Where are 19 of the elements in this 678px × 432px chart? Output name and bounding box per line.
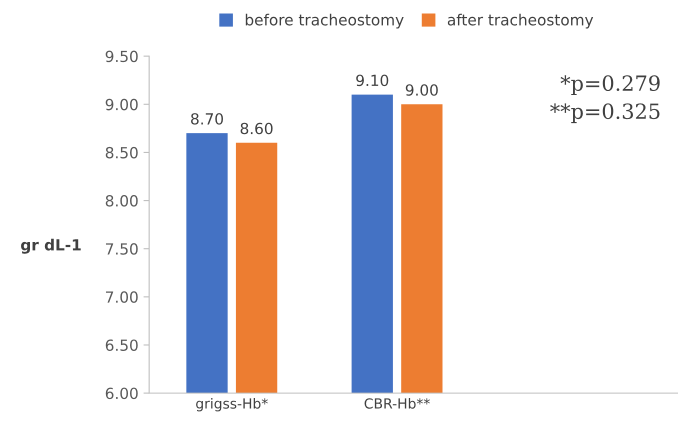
y-tick-label: 8.50: [106, 146, 138, 158]
data-label: 9.10: [356, 74, 388, 86]
legend-label: before tracheostomy: [246, 14, 404, 29]
y-tick-label: 6.00: [106, 388, 138, 400]
data-label: 8.70: [191, 113, 223, 125]
text: **p=0.325: [550, 103, 660, 124]
y-tick-label: 8.00: [106, 195, 138, 207]
text: *p=0.279: [560, 75, 660, 96]
y-axis-title: gr dL-1: [21, 238, 81, 254]
y-tick-label: 7.50: [106, 243, 138, 255]
y-tick-label: 9.00: [106, 98, 138, 110]
y-tick-label: 9.50: [106, 50, 138, 62]
legend-label: after tracheostomy: [448, 14, 594, 29]
x-tick-label: grigss-Hb*: [196, 398, 268, 412]
data-label: 8.60: [240, 122, 273, 134]
data-label: 9.00: [406, 84, 438, 96]
x-tick-label: CBR-Hb**: [364, 398, 430, 409]
y-tick-label: 6.50: [106, 339, 138, 352]
y-tick-label: 7.00: [106, 291, 138, 303]
